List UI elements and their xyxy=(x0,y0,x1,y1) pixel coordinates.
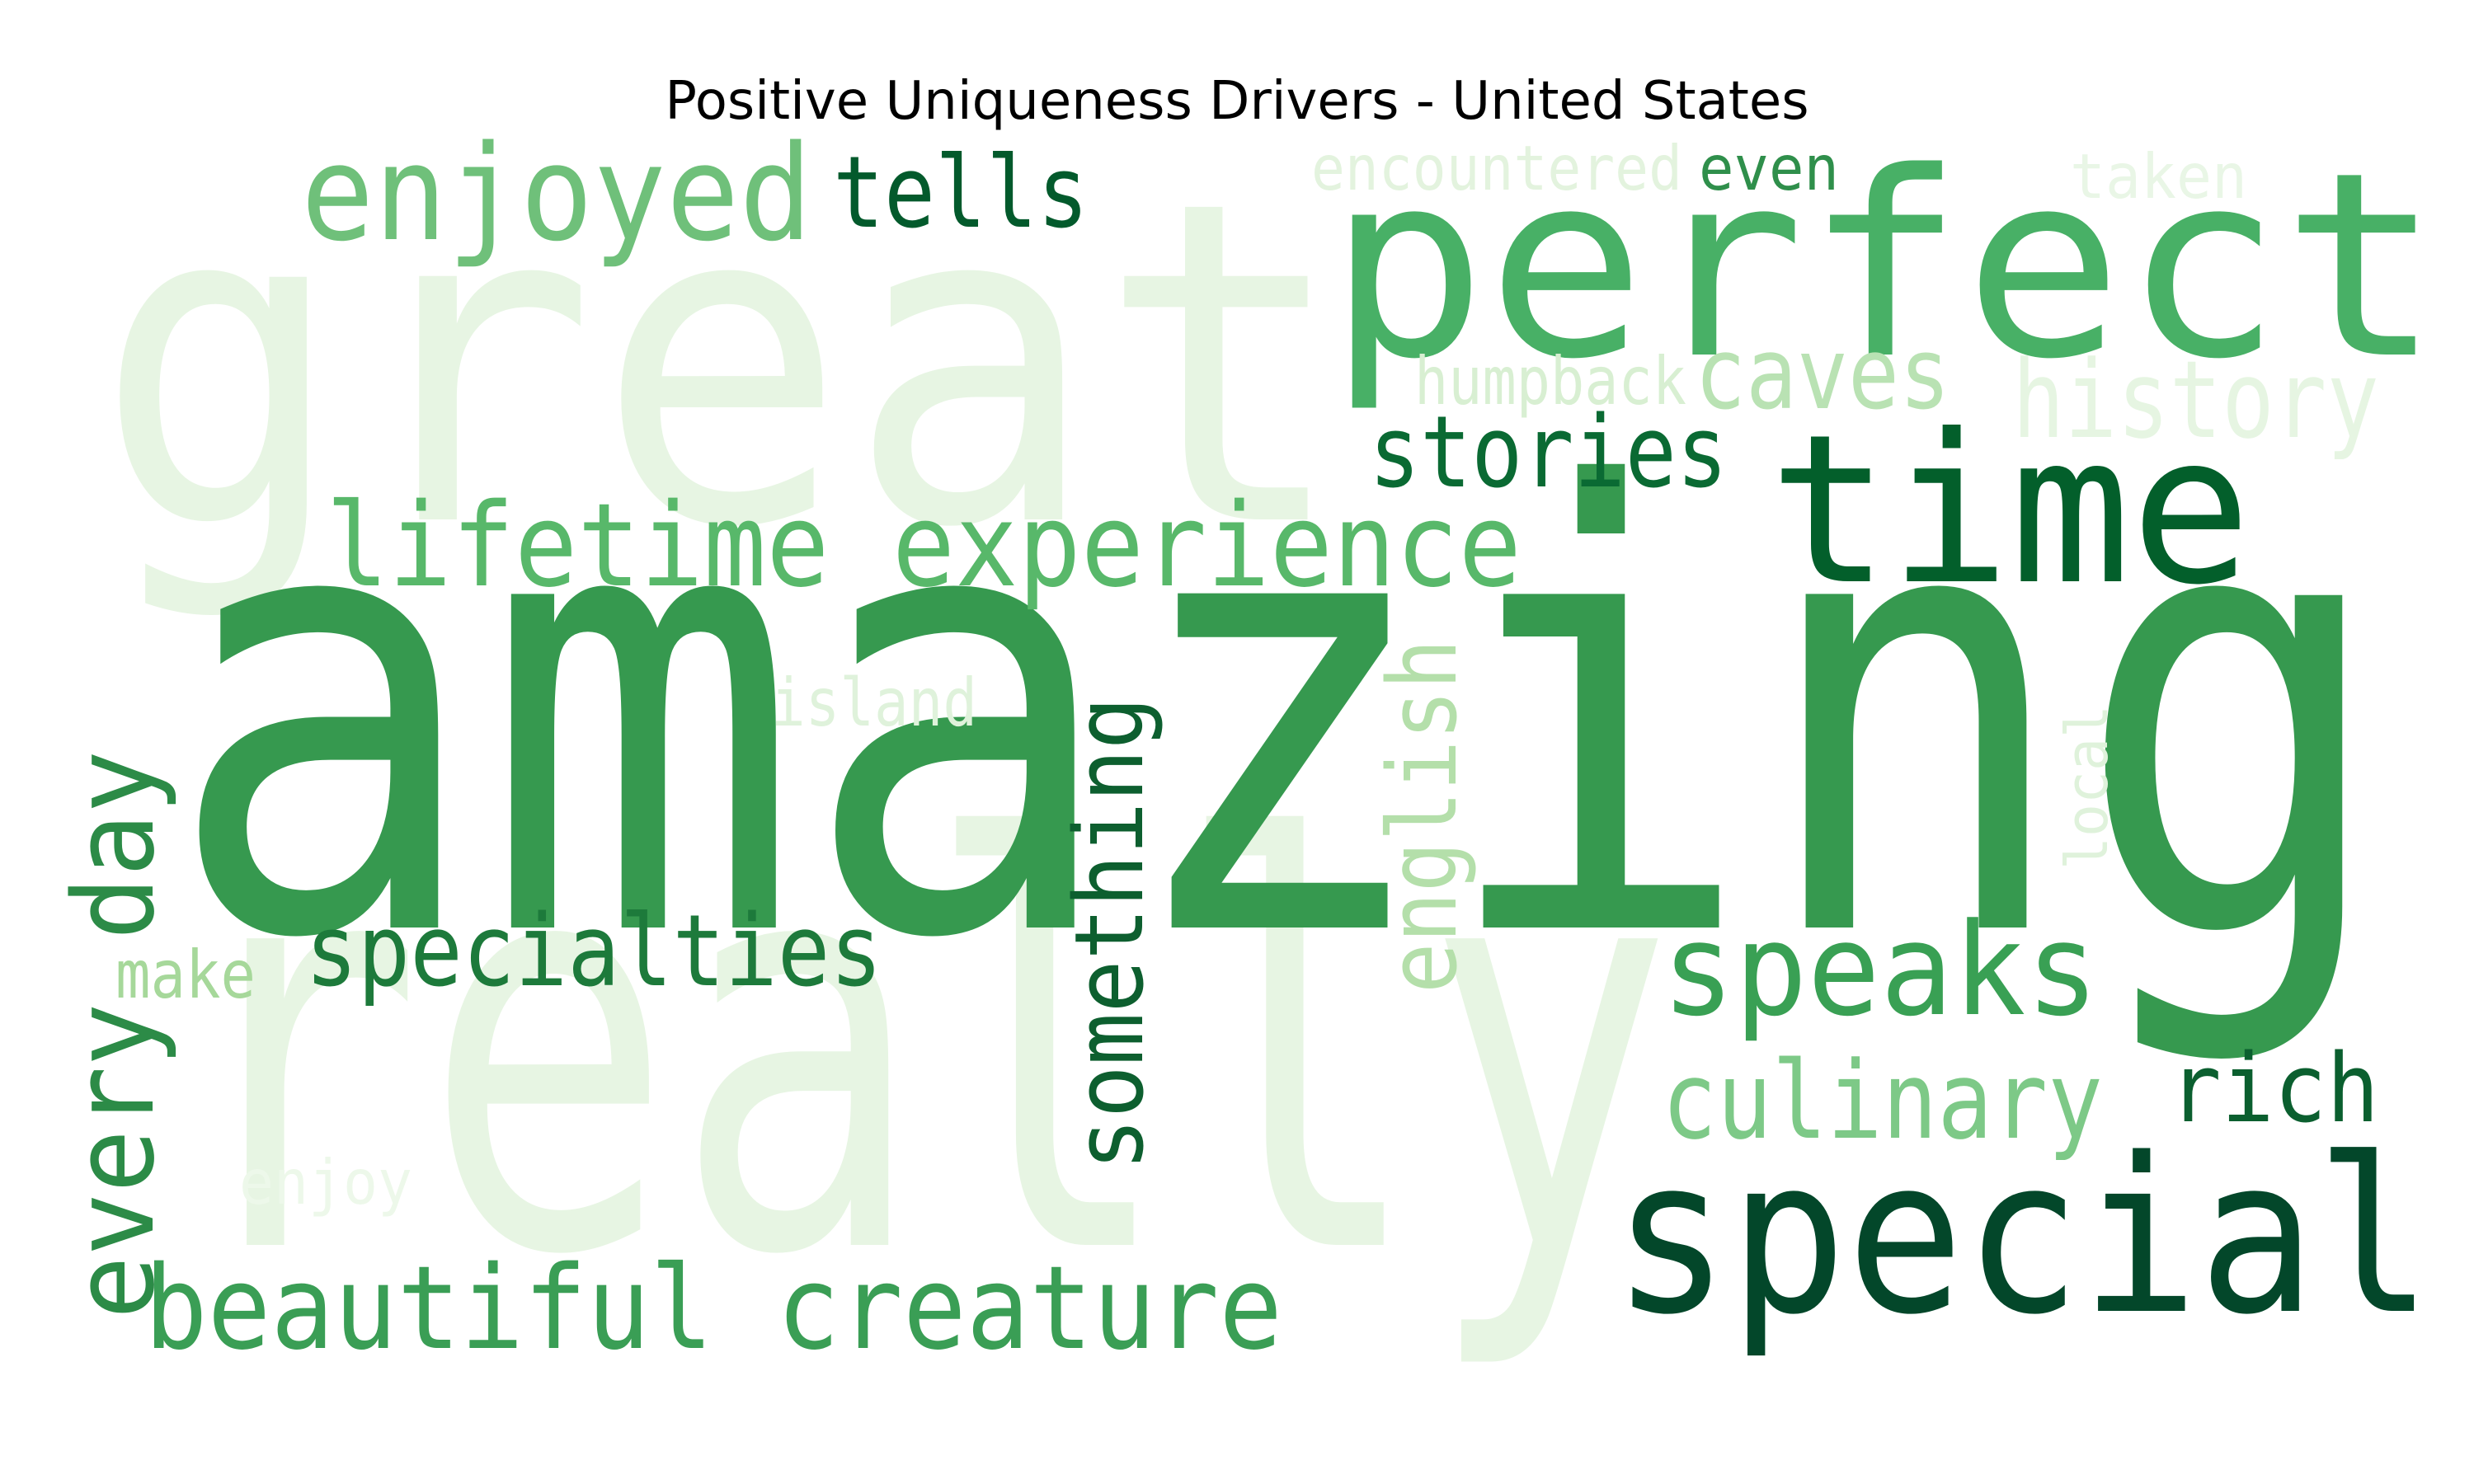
cloud-word: really xyxy=(173,726,1674,1378)
cloud-word: taken xyxy=(2070,140,2247,213)
cloud-word: caves xyxy=(1695,317,1950,432)
cloud-word: beautiful creature xyxy=(144,1242,1282,1376)
cloud-word: special xyxy=(1612,1113,2433,1362)
page-title: Positive Uniqueness Drivers - United Sta… xyxy=(665,71,1809,132)
cloud-word: stories xyxy=(1369,396,1728,510)
cloud-word: english xyxy=(1368,639,1479,993)
cloud-word: rich xyxy=(2169,1034,2379,1144)
cloud-word: every day xyxy=(49,750,179,1319)
cloud-word: encountered xyxy=(1311,132,1682,204)
cloud-word: island xyxy=(771,665,977,741)
cloud-word: perfect xyxy=(1328,118,2441,416)
cloud-word: lifetime experience xyxy=(326,479,1522,613)
cloud-word: local xyxy=(2053,705,2121,870)
cloud-word: amazing xyxy=(165,361,2392,1072)
cloud-word: even xyxy=(1699,132,1839,204)
cloud-word: specialties xyxy=(305,895,882,1009)
cloud-word: enjoy xyxy=(239,1146,412,1219)
cloud-word: something xyxy=(1055,697,1165,1171)
cloud-word: time xyxy=(1769,390,2251,630)
cloud-word: history xyxy=(2012,337,2379,463)
cloud-word: speaks xyxy=(1662,895,2099,1045)
cloud-word: humpback xyxy=(1414,343,1686,420)
cloud-word: enjoyed xyxy=(301,116,812,270)
cloud-word: great xyxy=(95,107,1348,625)
cloud-word: make xyxy=(115,937,256,1013)
cloud-word: culinary xyxy=(1662,1038,2103,1163)
cloud-word: tells xyxy=(833,136,1089,251)
